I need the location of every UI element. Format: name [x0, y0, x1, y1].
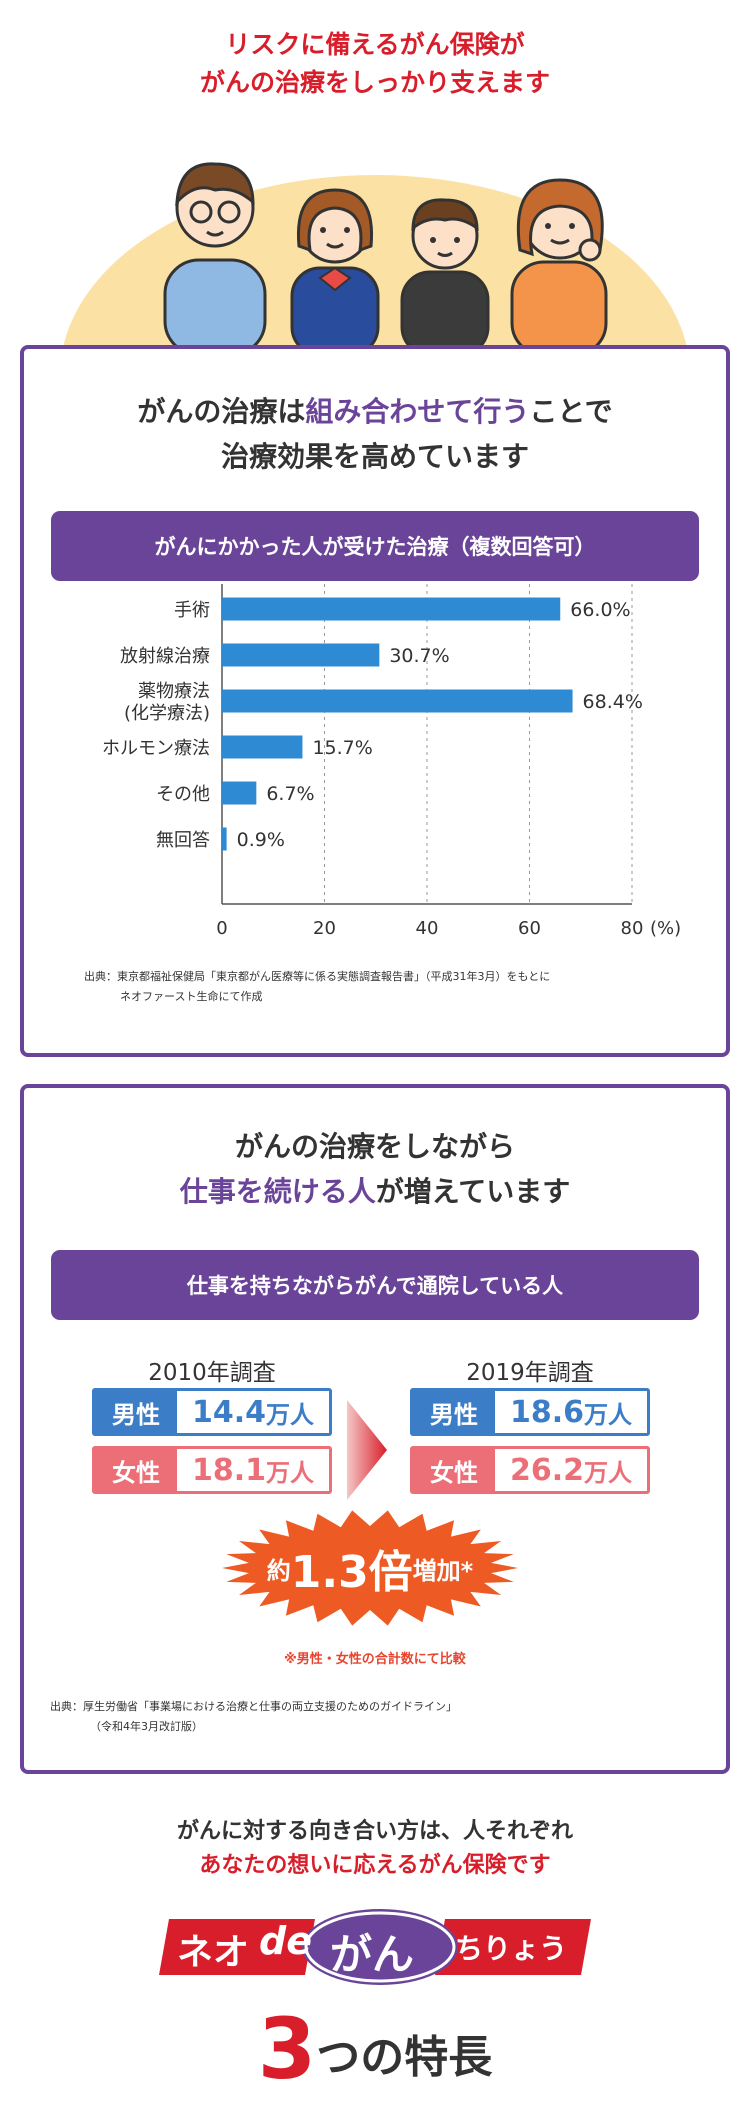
bar	[222, 735, 303, 759]
bar	[222, 827, 227, 851]
family-illustration	[163, 162, 608, 350]
survey-2010-year: 2010年調査	[148, 1360, 276, 1386]
treatment-card: がんの治療は組み合わせて行うことで 治療効果を高めています がんにかかった人が受…	[20, 345, 730, 1057]
bar	[222, 781, 257, 805]
survey-2010-female-label: 女性	[95, 1449, 177, 1491]
logo-neo: ネオ	[177, 1932, 250, 1973]
person-man-glasses	[163, 162, 267, 350]
bar	[222, 643, 380, 667]
hero-title-line2: がんの治療をしっかり支えます	[199, 68, 550, 97]
closing-line1: がんに対する向き合い方は、人それぞれ	[176, 1819, 573, 1844]
survey-2010-male: 男性 14.4 万人	[92, 1388, 332, 1436]
survey-2010-female-unit: 万人	[266, 1458, 315, 1487]
survey-2019-female: 女性 26.2 万人	[410, 1446, 650, 1494]
survey-2019-female-unit: 万人	[584, 1458, 633, 1487]
bar	[222, 689, 573, 713]
closing-line2: あなたの想いに応えるがん保険です	[199, 1853, 551, 1878]
features-label: つの特長	[316, 2032, 493, 2083]
survey-2019-female-label: 女性	[413, 1449, 495, 1491]
x-tick-label: 0	[216, 918, 227, 939]
features-count: 3	[257, 2000, 317, 2098]
burst-prefix: 約	[266, 1556, 291, 1585]
category-label: (化学療法)	[124, 703, 210, 724]
working-heading-b: が増えています	[375, 1175, 571, 1208]
neo-de-gan-chiryo-logo: ネオ de がん ちりょう	[155, 1905, 595, 1985]
bar-value-label: 30.7%	[389, 645, 449, 667]
x-tick-label: 60	[518, 918, 541, 939]
bar-value-label: 15.7%	[312, 737, 372, 759]
survey-2010-female: 女性 18.1 万人	[92, 1446, 332, 1494]
person-woman	[510, 178, 608, 350]
survey-2019-male: 男性 18.6 万人	[410, 1388, 650, 1436]
burst-star	[222, 1510, 518, 1626]
person-boy-uniform	[400, 198, 490, 350]
closing-message: がんに対する向き合い方は、人それぞれ あなたの想いに応えるがん保険です	[0, 1815, 750, 1883]
survey-2019-female-value: 26.2	[509, 1452, 585, 1488]
treatment-heading-highlight: 組み合わせて行う	[305, 395, 530, 428]
survey-2019-male-value: 18.6	[509, 1394, 585, 1430]
burst-ratio: 1.3倍	[290, 1547, 413, 1598]
survey-2010-female-value: 18.1	[191, 1452, 267, 1488]
category-label: 無回答	[156, 830, 210, 851]
burst-text: 約 1.3倍 増加*	[220, 1508, 520, 1628]
bar-value-label: 66.0%	[570, 599, 630, 621]
treatment-heading-line2: 治療効果を高めています	[220, 440, 529, 473]
treatment-heading: がんの治療は組み合わせて行うことで 治療効果を高めています	[24, 389, 726, 479]
increase-arrow-icon	[347, 1400, 387, 1500]
bar-value-label: 6.7%	[266, 783, 314, 805]
survey-2010-male-value: 14.4	[191, 1394, 267, 1430]
burst-shape	[222, 1510, 518, 1626]
working-heading-highlight: 仕事を続ける人	[179, 1175, 376, 1208]
working-heading-line1: がんの治療をしながら	[234, 1130, 515, 1163]
x-tick-label: 40	[416, 918, 439, 939]
working-pill: 仕事を持ちながらがんで通院している人	[51, 1250, 699, 1320]
comparison-note: ※男性・女性の合計数にて比較	[284, 1652, 466, 1667]
working-source-line1: 出典：厚生労働省「事業場における治療と仕事の両立支援のためのガイドライン」	[50, 1700, 457, 1713]
three-features-title: 3つの特長	[0, 2000, 750, 2098]
increase-burst: 約 1.3倍 増加*	[220, 1508, 520, 1628]
treatment-source-line2: ネオファースト生命にて作成	[120, 990, 263, 1003]
category-label: 放射線治療	[120, 646, 210, 667]
working-source: 出典：厚生労働省「事業場における治療と仕事の両立支援のためのガイドライン」 （令…	[50, 1697, 457, 1737]
working-source-line2: （令和4年3月改訂版）	[90, 1720, 203, 1733]
burst-suffix: 増加*	[412, 1556, 474, 1585]
treatment-source-line1: 出典：東京都福祉保健局「東京都がん医療等に係る実態調査報告書」（平成31年3月）…	[84, 970, 551, 983]
bar	[222, 597, 561, 621]
person-girl-uniform	[290, 188, 380, 350]
survey-2010-male-unit: 万人	[266, 1400, 315, 1429]
bar-value-label: 0.9%	[237, 829, 285, 851]
working-heading: がんの治療をしながら 仕事を続ける人が増えています	[24, 1124, 726, 1214]
logo-de: de	[259, 1919, 312, 1963]
category-label: ホルモン療法	[102, 738, 210, 759]
x-tick-label: 20	[313, 918, 336, 939]
survey-2019-male-label: 男性	[413, 1391, 495, 1433]
survey-2010-male-label: 男性	[95, 1391, 177, 1433]
bar-value-label: 68.4%	[583, 691, 643, 713]
category-label: その他	[156, 784, 210, 805]
hero-title: リスクに備えるがん保険が がんの治療をしっかり支えます	[0, 26, 750, 102]
treatment-source: 出典：東京都福祉保健局「東京都がん医療等に係る実態調査報告書」（平成31年3月）…	[84, 967, 550, 1007]
hero-title-line1: リスクに備えるがん保険が	[225, 30, 525, 59]
treatment-bar-chart: 0 20 40 60 80 (%) 66.0% 手術 30.7% 放射線治療 68.4% 薬物療法(化…	[102, 584, 681, 939]
survey-2019-male-unit: 万人	[584, 1400, 633, 1429]
x-tick-label: 80	[621, 918, 644, 939]
category-label: 手術	[174, 600, 210, 621]
treatment-heading-a: がんの治療は	[137, 395, 306, 428]
category-label: 薬物療法	[138, 681, 210, 702]
survey-2019-year: 2019年調査	[466, 1360, 594, 1386]
x-unit-label: (%)	[650, 918, 681, 939]
treatment-heading-b: ことで	[529, 395, 613, 428]
logo-shapes	[159, 1909, 591, 1985]
treatment-pill: がんにかかった人が受けた治療（複数回答可）	[51, 511, 699, 581]
logo-gan: がん	[330, 1930, 415, 1979]
logo-chiryo: ちりょう	[455, 1932, 568, 1965]
